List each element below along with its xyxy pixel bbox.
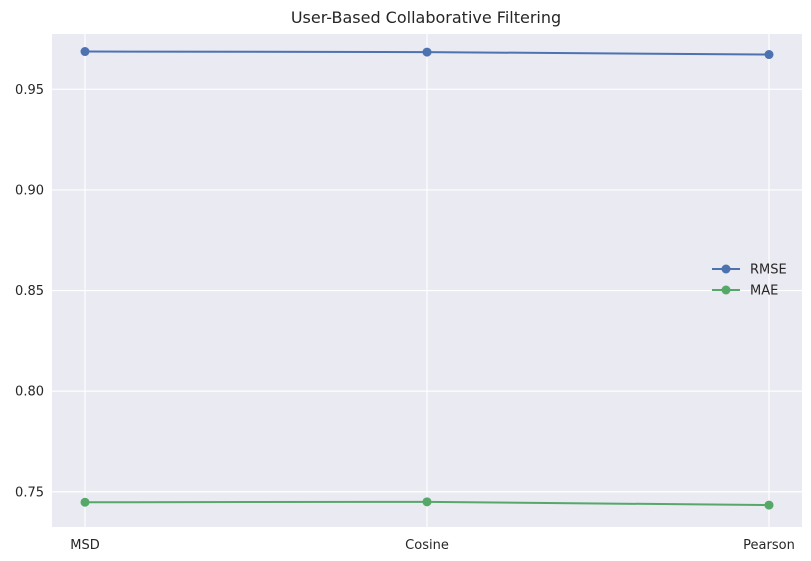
x-tick-label: Pearson	[743, 538, 795, 553]
data-point-mae	[764, 500, 774, 510]
legend-marker-rmse	[721, 264, 731, 274]
y-tick-label: 0.90	[15, 183, 44, 198]
legend-label-mae: MAE	[750, 284, 778, 299]
legend: RMSE MAE	[712, 263, 787, 299]
data-point-rmse	[422, 47, 432, 57]
data-point-mae	[422, 497, 432, 507]
data-point-rmse	[764, 50, 774, 60]
data-point-mae	[80, 497, 90, 507]
y-tick-label: 0.75	[15, 485, 44, 500]
legend-marker-mae	[721, 285, 731, 295]
x-tick-label: MSD	[70, 538, 99, 553]
data-point-rmse	[80, 47, 90, 57]
y-tick-label: 0.80	[15, 385, 44, 400]
grid-lines	[52, 34, 802, 527]
legend-label-rmse: RMSE	[750, 263, 787, 278]
y-tick-label: 0.85	[15, 284, 44, 299]
series-layer	[80, 47, 774, 510]
chart-title: User-Based Collaborative Filtering	[291, 8, 561, 27]
x-axis: MSD Cosine Pearson	[70, 538, 795, 553]
y-tick-label: 0.95	[15, 83, 44, 98]
x-tick-label: Cosine	[405, 538, 449, 553]
y-axis: 0.75 0.80 0.85 0.90 0.95	[15, 83, 44, 500]
